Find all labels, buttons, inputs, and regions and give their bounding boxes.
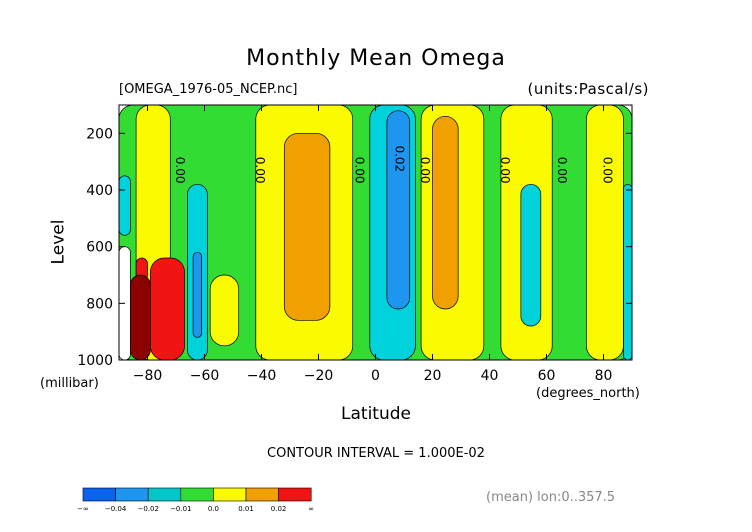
legend-swatch: [147, 487, 182, 502]
x-tick-label: 20: [424, 368, 442, 384]
contour-fill-regions: [119, 105, 632, 360]
y-tick-label: 400: [86, 183, 113, 199]
x-tick-label: −60: [190, 368, 220, 384]
x-axis-ticks: −80 −60 −40 −20 0 20 40 60 80: [133, 105, 613, 384]
contour-region: [209, 274, 240, 347]
contour-region: [119, 175, 131, 236]
y-tick-label: 800: [86, 296, 113, 312]
contour-label: 0.00: [601, 157, 615, 184]
contour-region: [130, 274, 151, 360]
legend-level-label: ∞: [308, 505, 314, 513]
x-axis-unit: (degrees_north): [536, 386, 640, 401]
contour-labels: 0.00 0.00 0.00 0.02 0.00 0.00 0.00 0.00: [173, 145, 615, 183]
y-axis-unit: (millibar): [40, 376, 99, 391]
contour-label: 0.00: [173, 157, 187, 184]
contour-label: 0.02: [392, 145, 406, 172]
contour-region: [520, 183, 542, 327]
contour-label: 0.00: [418, 157, 432, 184]
chart-title: Monthly Mean Omega: [246, 46, 506, 71]
x-tick-label: 60: [538, 368, 556, 384]
x-tick-label: 40: [481, 368, 499, 384]
contour-region: [283, 132, 331, 321]
legend-swatch: [82, 487, 116, 502]
legend-level-label: 0.0: [208, 505, 219, 513]
contour-label: 0.00: [498, 157, 512, 184]
contour-label: 0.00: [253, 157, 267, 184]
color-legend: −∞ −0.04 −0.02 −0.01 0.0 0.01 0.02 ∞: [77, 487, 314, 513]
legend-swatch: [213, 487, 247, 502]
contour-interval-label: CONTOUR INTERVAL = 1.000E-02: [267, 446, 485, 461]
contour-region: [586, 105, 624, 360]
contour-region: [192, 251, 203, 338]
legend-level-label: −0.02: [137, 505, 158, 513]
contour-region: [386, 110, 411, 310]
y-tick-label: 600: [86, 240, 113, 256]
legend-swatch: [115, 487, 149, 502]
x-tick-label: 0: [371, 368, 380, 384]
x-tick-label: −80: [133, 368, 163, 384]
legend-swatch: [180, 487, 214, 502]
x-tick-label: −20: [304, 368, 334, 384]
legend-level-label: −0.04: [105, 505, 127, 513]
y-axis-ticks: 200 400 600 800 1000: [77, 126, 632, 369]
file-label: [OMEGA_1976-05_NCEP.nc]: [119, 82, 298, 97]
x-tick-label: −40: [247, 368, 277, 384]
contour-region: [150, 257, 185, 360]
y-tick-label: 200: [86, 126, 113, 142]
legend-level-label: −∞: [77, 505, 89, 513]
x-axis-label: Latitude: [341, 404, 411, 424]
legend-level-label: −0.01: [170, 505, 191, 513]
y-tick-label: 1000: [77, 353, 113, 369]
legend-level-label: 0.01: [238, 505, 254, 513]
contour-region: [623, 183, 632, 360]
mean-note: (mean) lon:0..357.5: [486, 490, 616, 505]
contour-label: 0.00: [353, 157, 367, 184]
legend-level-label: 0.02: [271, 505, 287, 513]
contour-label: 0.00: [555, 157, 569, 184]
units-label: (units:Pascal/s): [527, 80, 649, 98]
contour-region: [432, 115, 459, 310]
legend-swatch: [245, 487, 279, 502]
x-tick-label: 80: [595, 368, 613, 384]
legend-swatch: [278, 487, 312, 502]
